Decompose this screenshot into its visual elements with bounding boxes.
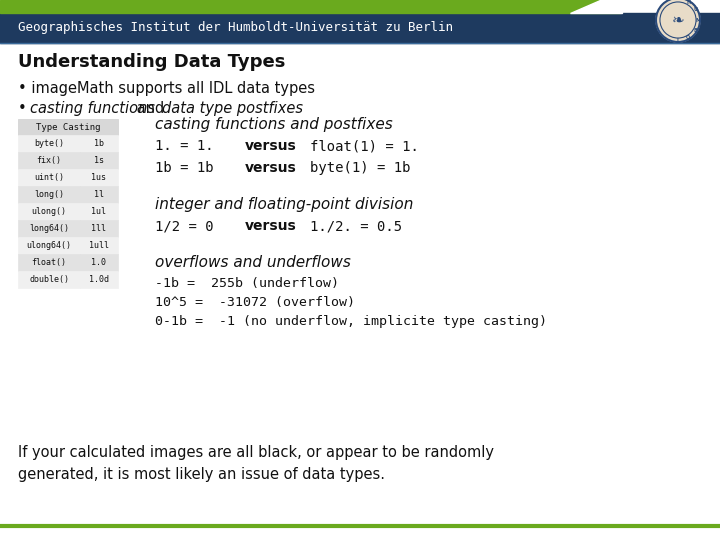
Text: •: • [18, 101, 32, 116]
Text: O: O [686, 35, 690, 40]
Bar [18, 237, 80, 254]
Text: 1.0d: 1.0d [89, 275, 109, 284]
Text: ulong(): ulong() [32, 207, 66, 216]
Bar [80, 220, 118, 237]
Text: 1. = 1.: 1. = 1. [155, 139, 214, 153]
Text: U: U [693, 8, 698, 12]
Text: 1ll: 1ll [91, 224, 107, 233]
Text: 1l: 1l [94, 190, 104, 199]
Bar [80, 203, 118, 220]
Bar [80, 271, 118, 288]
Text: M: M [696, 17, 701, 23]
Text: 10^5 =  -31072 (overflow): 10^5 = -31072 (overflow) [155, 296, 355, 309]
Bar [18, 254, 80, 271]
Text: Understanding Data Types: Understanding Data Types [18, 53, 285, 71]
Text: versus: versus [245, 139, 297, 153]
Bar [80, 237, 118, 254]
Bar [18, 152, 80, 169]
Bar [18, 119, 118, 135]
Text: integer and floating-point division: integer and floating-point division [155, 197, 413, 212]
Bar [80, 169, 118, 186]
Text: • imageMath supports all IDL data types: • imageMath supports all IDL data types [18, 81, 315, 96]
Bar [18, 203, 80, 220]
Bar [80, 152, 118, 169]
Text: 1us: 1us [91, 173, 107, 182]
Text: long64(): long64() [29, 224, 69, 233]
Text: 1/2 = 0: 1/2 = 0 [155, 219, 214, 233]
Bar [18, 135, 80, 152]
Text: Geographisches Institut der Humboldt-Universität zu Berlin: Geographisches Institut der Humboldt-Uni… [18, 22, 453, 35]
Text: float(1) = 1.: float(1) = 1. [310, 139, 419, 153]
Text: fix(): fix() [37, 156, 61, 165]
Text: 1ull: 1ull [89, 241, 109, 250]
Bar [18, 220, 80, 237]
Bar [18, 169, 80, 186]
Text: overflows and underflows: overflows and underflows [155, 255, 351, 270]
Text: data type postfixes: data type postfixes [162, 101, 303, 116]
Polygon shape [570, 0, 622, 13]
Text: 1s: 1s [94, 156, 104, 165]
Text: versus: versus [245, 219, 297, 233]
Bar [80, 254, 118, 271]
Text: float(): float() [32, 258, 66, 267]
Text: uint(): uint() [34, 173, 64, 182]
Text: ulong64(): ulong64() [27, 241, 71, 250]
Text: 0-1b =  -1 (no underflow, implicite type casting): 0-1b = -1 (no underflow, implicite type … [155, 315, 547, 328]
Text: double(): double() [29, 275, 69, 284]
Text: byte(1) = 1b: byte(1) = 1b [310, 161, 410, 175]
Text: L: L [676, 38, 680, 43]
Bar [80, 135, 118, 152]
Text: 1ul: 1ul [91, 207, 107, 216]
Text: -1b =  255b (underflow): -1b = 255b (underflow) [155, 277, 339, 290]
Text: byte(): byte() [34, 139, 64, 148]
Text: casting functions: casting functions [30, 101, 155, 116]
Text: generated, it is most likely an issue of data types.: generated, it is most likely an issue of… [18, 467, 385, 482]
Text: Type Casting: Type Casting [36, 123, 100, 132]
Text: 1./2. = 0.5: 1./2. = 0.5 [310, 219, 402, 233]
Bar [18, 186, 80, 203]
Text: B: B [693, 28, 698, 32]
Circle shape [656, 0, 700, 42]
Bar [80, 186, 118, 203]
Text: H: H [686, 0, 690, 5]
Text: casting functions and postfixes: casting functions and postfixes [155, 117, 392, 132]
Bar [0, 0, 620, 13]
Text: ❧: ❧ [672, 12, 685, 28]
Text: 1b = 1b: 1b = 1b [155, 161, 214, 175]
Bar [18, 271, 80, 288]
Text: and: and [132, 101, 169, 116]
Text: long(): long() [34, 190, 64, 199]
Bar [0, 13, 720, 43]
Text: 1.0: 1.0 [91, 258, 107, 267]
Text: 1b: 1b [94, 139, 104, 148]
Text: If your calculated images are all black, or appear to be randomly: If your calculated images are all black,… [18, 445, 494, 460]
Text: versus: versus [245, 161, 297, 175]
